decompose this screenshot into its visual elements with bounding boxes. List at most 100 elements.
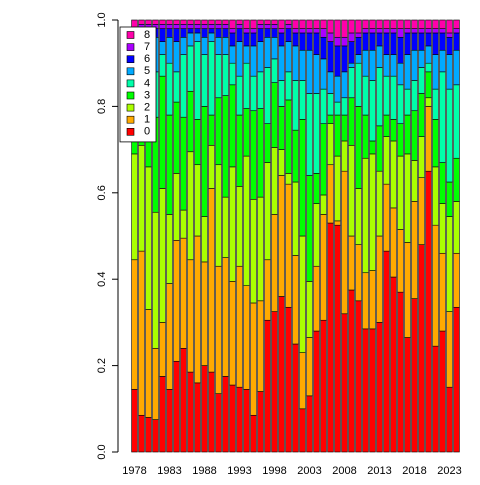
bar-segment	[166, 28, 173, 38]
bar-segment	[271, 214, 278, 312]
bar-segment	[285, 41, 292, 73]
bar-segment	[418, 49, 425, 68]
bar-segment	[369, 153, 376, 271]
y-tick-label: 0.6	[96, 185, 108, 200]
bar-segment	[236, 265, 243, 388]
bar-segment	[376, 32, 383, 47]
bar-segment	[243, 62, 250, 109]
bar-segment	[257, 108, 264, 198]
bar-segment	[355, 106, 362, 189]
bar-segment	[173, 19, 180, 25]
bar-segment	[208, 41, 215, 116]
legend-swatch	[126, 115, 135, 124]
bar-segment	[390, 75, 397, 120]
bar-segment	[341, 36, 348, 47]
bar-segment	[355, 54, 362, 64]
bar-segment	[243, 32, 250, 47]
bar-segment	[397, 123, 404, 157]
bar-segment	[425, 71, 432, 99]
bar-segment	[166, 114, 173, 215]
bar-segment	[173, 360, 180, 453]
bar-segment	[334, 19, 341, 38]
bar-segment	[243, 389, 250, 453]
bar-segment	[145, 19, 152, 25]
bar-segment	[257, 391, 264, 453]
bar-segment	[404, 114, 411, 155]
bar-segment	[383, 114, 390, 137]
bar-segment	[362, 272, 369, 330]
bar-segment	[334, 224, 341, 453]
bar-segment	[334, 101, 341, 116]
bar-segment	[166, 62, 173, 116]
bar-segment	[292, 28, 299, 34]
x-tick-label: 2008	[332, 465, 356, 477]
bar-segment	[180, 36, 187, 55]
bar-segment	[369, 19, 376, 29]
bar-segment	[390, 54, 397, 77]
bar-segment	[418, 136, 425, 178]
bar-segment	[278, 28, 285, 34]
bar-segment	[173, 71, 180, 103]
bar-segment	[264, 24, 271, 29]
bar-segment	[369, 32, 376, 51]
bar-segment	[229, 32, 236, 47]
bar-segment	[285, 24, 292, 29]
bar-segment	[222, 28, 229, 38]
bar-segment	[271, 36, 278, 60]
bar-segment	[278, 80, 285, 107]
bar-segment	[446, 32, 453, 38]
bar-segment	[397, 28, 404, 38]
bar-segment	[418, 67, 425, 94]
bar-segment	[173, 28, 180, 42]
bar-segment	[397, 36, 404, 64]
bar-segment	[411, 110, 418, 161]
bar-segment	[341, 71, 348, 99]
bar-segment	[243, 28, 250, 34]
bar-segment	[348, 67, 355, 99]
bar-segment	[411, 19, 418, 29]
bar-segment	[159, 54, 166, 77]
bar-segment	[299, 235, 306, 353]
bar-segment	[208, 24, 215, 29]
bar-segment	[320, 36, 327, 60]
bar-segment	[306, 49, 313, 94]
bar-segment	[306, 337, 313, 397]
bar-segment	[411, 298, 418, 453]
bar-segment	[194, 24, 201, 29]
bar-segment	[264, 19, 271, 25]
bar-segment	[453, 32, 460, 51]
bar-segment	[250, 75, 257, 112]
bar-segment	[446, 311, 453, 388]
bar-segment	[229, 281, 236, 386]
legend-label: 1	[144, 114, 150, 126]
bar-segment	[383, 28, 390, 34]
bar-segment	[411, 201, 418, 299]
bar-segment	[215, 393, 222, 453]
bar-segment	[201, 24, 208, 29]
bar-segment	[362, 328, 369, 453]
bar-segment	[439, 49, 446, 73]
bar-segment	[362, 49, 369, 77]
bar-segment	[376, 19, 383, 29]
bar-segment	[383, 136, 390, 185]
bar-segment	[369, 49, 376, 81]
bar-segment	[278, 296, 285, 453]
bar-segment	[411, 32, 418, 51]
bar-segment	[432, 28, 439, 34]
legend-label: 4	[144, 77, 150, 89]
x-tick-label: 1978	[122, 465, 146, 477]
bar-segment	[187, 90, 194, 153]
legend-label: 8	[144, 29, 150, 41]
bar-segment	[292, 80, 299, 131]
bar-segment	[271, 82, 278, 148]
bar-segment	[453, 49, 460, 86]
bar-segment	[222, 19, 229, 25]
bar-segment	[215, 265, 222, 394]
bar-segment	[376, 45, 383, 68]
bar-segment	[348, 144, 355, 237]
y-tick-label: 0.4	[96, 272, 108, 287]
bar-segment	[250, 414, 257, 453]
bar-segment	[236, 114, 243, 187]
bar-segment	[201, 365, 208, 453]
bar-segment	[425, 97, 432, 107]
